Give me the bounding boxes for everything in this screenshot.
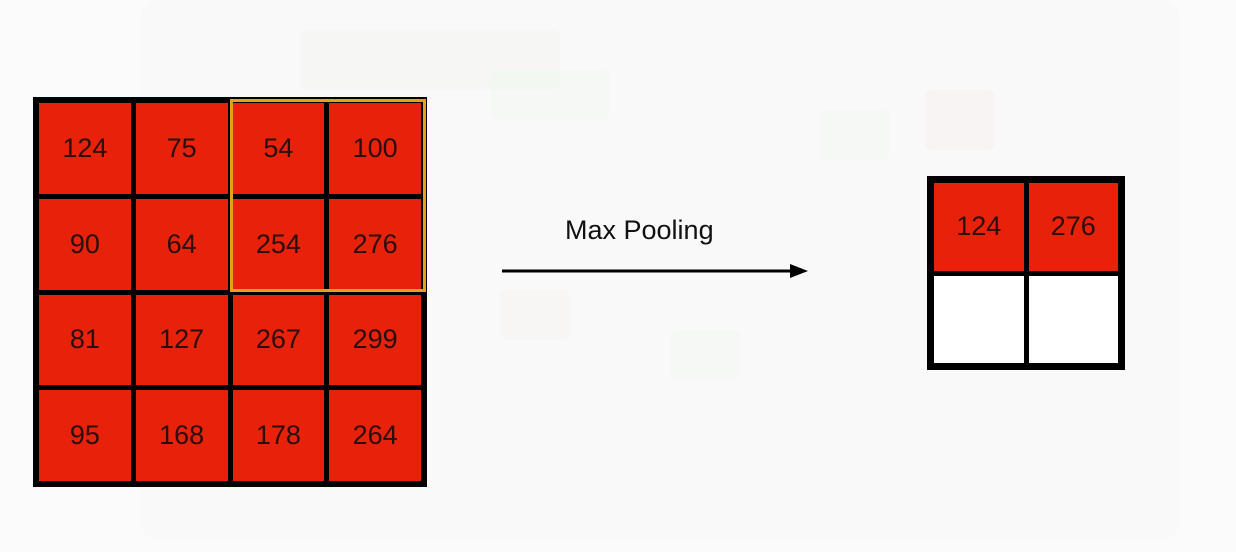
input-matrix: 124 75 54 100 90 64 254 276 81 127 267 2… — [33, 97, 427, 487]
input-cell: 254 — [232, 198, 325, 290]
input-cell: 264 — [329, 390, 421, 481]
input-cell: 64 — [135, 198, 228, 290]
background-ghost-shape — [670, 330, 740, 380]
output-matrix: 124 276 — [927, 176, 1125, 370]
input-cell: 168 — [135, 390, 228, 481]
input-cell: 178 — [232, 390, 325, 481]
background-ghost-shape — [490, 70, 610, 120]
input-cell: 90 — [39, 198, 131, 290]
output-cell-empty — [934, 275, 1024, 363]
right-arrow-icon — [502, 264, 808, 278]
input-cell: 299 — [329, 294, 421, 386]
output-cell-filled: 276 — [1028, 183, 1118, 271]
input-cell: 276 — [329, 198, 421, 290]
input-cell: 124 — [39, 103, 131, 194]
input-cell: 54 — [232, 103, 325, 194]
output-cell-filled: 124 — [934, 183, 1024, 271]
background-ghost-shape — [820, 110, 890, 160]
pooling-window-highlight — [230, 99, 426, 292]
input-cell: 95 — [39, 390, 131, 481]
input-cell: 81 — [39, 294, 131, 386]
input-cell: 267 — [232, 294, 325, 386]
output-cell-empty — [1028, 275, 1118, 363]
input-cell: 127 — [135, 294, 228, 386]
operation-label: Max Pooling — [565, 215, 714, 245]
input-cell: 75 — [135, 103, 228, 194]
background-ghost-shape — [300, 30, 560, 90]
input-cell: 100 — [329, 103, 421, 194]
background-ghost-shape — [500, 290, 570, 340]
background-ghost-shape — [925, 90, 995, 150]
